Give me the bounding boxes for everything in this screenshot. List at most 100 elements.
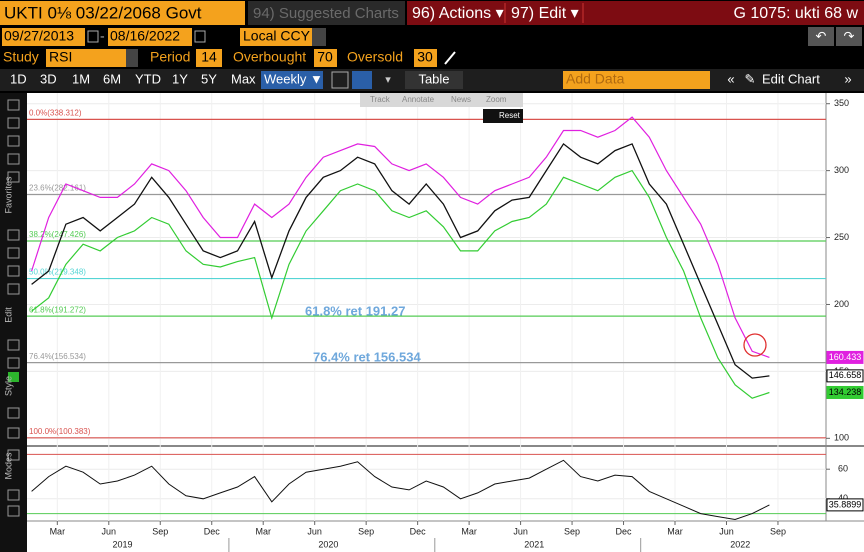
- suggested-button[interactable]: [248, 1, 405, 25]
- oversold-field[interactable]: [414, 49, 437, 67]
- sidebar-label: Style: [3, 376, 13, 396]
- last-value-box: [826, 498, 864, 512]
- x-group-label: 2020: [318, 539, 338, 549]
- period-button[interactable]: 6M: [103, 71, 121, 86]
- fib-label: 61.8%(191.272): [29, 305, 86, 314]
- y-tick-label: 60: [838, 464, 848, 474]
- edit-menu[interactable]: 97) Edit ▾: [511, 5, 579, 22]
- period-button[interactable]: 5Y: [201, 71, 217, 86]
- tool-icon[interactable]: [7, 489, 20, 501]
- chart-tool[interactable]: News: [451, 95, 471, 104]
- add-data: Add Data: [566, 71, 625, 87]
- period-button-active[interactable]: [261, 71, 323, 89]
- last-value-box: [826, 385, 864, 399]
- tool-icon[interactable]: [7, 357, 20, 369]
- highlight-circle: [743, 333, 767, 357]
- tool-icon[interactable]: [7, 135, 20, 147]
- period-button[interactable]: Weekly ▼: [264, 71, 323, 86]
- tool-palette: [360, 93, 523, 107]
- dash: -: [100, 28, 105, 44]
- add-data-field[interactable]: [563, 71, 710, 89]
- overbought-field[interactable]: [314, 49, 337, 67]
- tool-icon[interactable]: [7, 283, 20, 295]
- end-date: 08/16/2022: [110, 28, 180, 44]
- tool-icon[interactable]: [7, 449, 20, 461]
- period-button[interactable]: Max: [231, 71, 256, 86]
- last-value-label: 134.238: [829, 387, 862, 397]
- redo-button[interactable]: [836, 27, 862, 46]
- dropdown[interactable]: ▾: [385, 74, 391, 86]
- dropdown[interactable]: [126, 49, 138, 67]
- sidebar: [0, 93, 27, 552]
- x-tick-label: Dec: [204, 526, 221, 536]
- x-tick-label: Sep: [358, 526, 374, 536]
- fib-label: 23.6%(282.161): [29, 184, 86, 193]
- table: Table: [418, 71, 449, 86]
- x-tick-label: Dec: [616, 526, 633, 536]
- edit-icon[interactable]: ✎: [745, 71, 756, 86]
- tool-icon[interactable]: [7, 247, 20, 259]
- fib-label: 38.2%(247.426): [29, 230, 86, 239]
- chart-tool[interactable]: Track: [370, 95, 391, 104]
- period-button[interactable]: 1D: [10, 71, 27, 86]
- study-field[interactable]: [46, 49, 126, 67]
- chart-tool[interactable]: Annotate: [402, 95, 435, 104]
- expand-icon[interactable]: »: [844, 71, 851, 86]
- y-tick-label: 100: [834, 433, 849, 443]
- tool-icon[interactable]: [7, 117, 20, 129]
- x-axis: [0, 521, 864, 552]
- currency: Local CCY: [243, 28, 311, 44]
- oversold: 30: [417, 49, 433, 65]
- ticker: G 1075: ukti 68 w: [733, 5, 858, 22]
- period-button[interactable]: 1Y: [172, 71, 188, 86]
- study-name: RSI: [49, 49, 72, 65]
- security-field[interactable]: [0, 1, 245, 25]
- plot-area: [27, 93, 826, 521]
- actions-menu[interactable]: 96) Actions ▾: [412, 5, 504, 22]
- undo-icon: ↶: [816, 28, 827, 43]
- tool-icon[interactable]: [7, 99, 20, 111]
- period-label: Period: [150, 49, 190, 65]
- x-tick-label: Mar: [461, 526, 477, 536]
- y-tick-label: 350: [834, 98, 849, 108]
- calendar-icon[interactable]: [87, 30, 99, 43]
- calendar-icon[interactable]: [194, 30, 206, 43]
- pencil-icon[interactable]: [444, 51, 456, 65]
- y-tick-label: 40: [838, 493, 848, 503]
- tool-icon[interactable]: [7, 505, 20, 517]
- sidebar-label: Favorites: [3, 176, 13, 214]
- start-date-field[interactable]: [2, 28, 85, 46]
- collapse-icon[interactable]: «: [727, 71, 734, 86]
- security: UKTI 0⅛ 03/22/2068 Govt: [4, 3, 202, 22]
- edit-chart[interactable]: Edit Chart: [762, 71, 820, 86]
- reset-button[interactable]: [483, 109, 523, 123]
- chart-tool[interactable]: Zoom: [486, 95, 507, 104]
- x-tick-label: Jun: [719, 526, 734, 536]
- tool-icon[interactable]: [7, 407, 20, 419]
- tool-icon[interactable]: [7, 171, 20, 183]
- period-button[interactable]: 3D: [40, 71, 57, 86]
- tool-icon[interactable]: [7, 265, 20, 277]
- bar-type-icon[interactable]: [352, 71, 372, 89]
- dropdown[interactable]: [312, 28, 326, 46]
- period-field[interactable]: [196, 49, 222, 67]
- undo-button[interactable]: [808, 27, 834, 46]
- last-value-label: 35.8899: [829, 499, 862, 509]
- chart-type-icon[interactable]: [331, 71, 349, 89]
- table-button[interactable]: [405, 71, 463, 89]
- menu-bar: [407, 1, 864, 25]
- tool-icon[interactable]: [7, 229, 20, 241]
- tool-icon[interactable]: [7, 153, 20, 165]
- x-tick-label: Jun: [102, 526, 117, 536]
- period-button[interactable]: 1M: [72, 71, 90, 86]
- currency-field[interactable]: [240, 28, 326, 46]
- redo-icon: ↷: [844, 28, 855, 43]
- period-button[interactable]: YTD: [135, 71, 161, 86]
- tool-icon[interactable]: [7, 339, 20, 351]
- period: 14: [201, 49, 217, 65]
- end-date-field[interactable]: [108, 28, 192, 46]
- x-tick-label: Mar: [255, 526, 271, 536]
- sidebar-label: Edit: [3, 307, 13, 323]
- tool-icon[interactable]: [7, 427, 20, 439]
